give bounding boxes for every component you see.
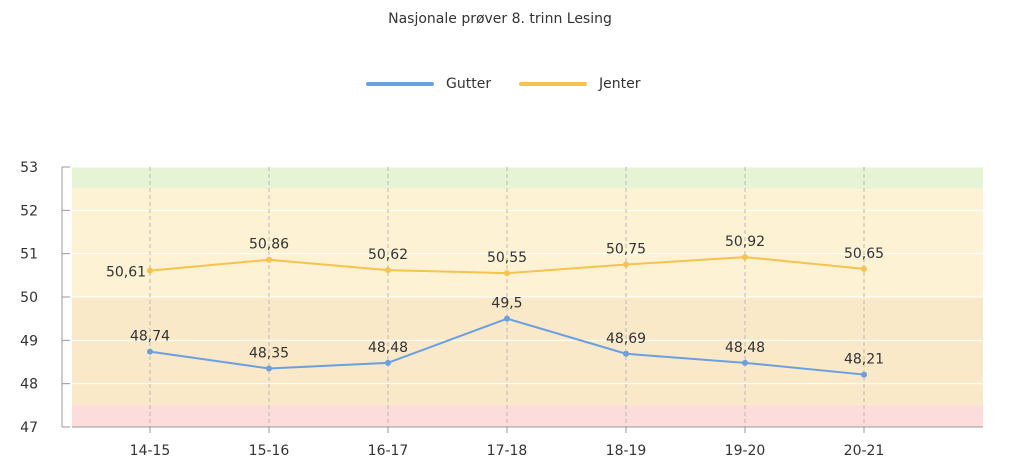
data-point-gutter-2 (385, 359, 391, 366)
legend-label-gutter: Gutter (446, 76, 492, 92)
chart-title: Nasjonale prøver 8. trinn Lesing (388, 11, 612, 27)
data-point-gutter-5 (742, 359, 748, 366)
data-label-jenter-6: 50,65 (844, 246, 884, 262)
data-label-jenter-2: 50,62 (368, 247, 408, 263)
x-tick-label-4: 18-19 (606, 443, 647, 459)
background-band-1 (72, 188, 983, 297)
y-tick-label-4: 51 (20, 247, 38, 263)
background-bands (72, 167, 983, 427)
x-tick-label-1: 15-16 (249, 443, 290, 459)
data-label-gutter-2: 48,48 (368, 340, 408, 356)
grid (72, 166, 983, 428)
legend: Gutter Jenter (0, 74, 1024, 94)
data-point-jenter-4 (623, 261, 629, 268)
series (147, 254, 867, 378)
data-point-jenter-6 (861, 265, 867, 272)
data-point-gutter-4 (623, 350, 629, 357)
data-label-jenter-3: 50,55 (487, 250, 527, 266)
legend-label-jenter: Jenter (599, 76, 641, 92)
y-tick-label-0: 47 (20, 420, 38, 436)
data-point-jenter-2 (385, 267, 391, 274)
legend-swatch-gutter (366, 82, 434, 86)
data-labels: 48,74 48,35 48,48 49,5 48,69 48,48 48,21 50,61 5… (106, 234, 884, 367)
background-band-2 (72, 297, 983, 406)
data-point-jenter-3 (504, 270, 510, 277)
background-band-0 (72, 167, 983, 189)
data-label-jenter-4: 50,75 (606, 242, 646, 258)
data-point-jenter-1 (266, 256, 272, 263)
data-label-gutter-0: 48,74 (130, 329, 170, 345)
y-tick-label-1: 48 (20, 377, 38, 393)
x-tick-label-5: 19-20 (725, 443, 766, 459)
data-label-jenter-1: 50,86 (249, 237, 289, 253)
data-point-gutter-3 (504, 315, 510, 322)
data-point-jenter-5 (742, 254, 748, 261)
background-band-3 (72, 405, 983, 427)
legend-item-jenter[interactable]: Jenter (519, 74, 640, 94)
x-tick-label-0: 14-15 (130, 443, 171, 459)
x-tick-label-2: 16-17 (368, 443, 409, 459)
y-tick-label-2: 49 (20, 333, 38, 349)
data-label-gutter-6: 48,21 (844, 352, 884, 368)
data-label-gutter-5: 48,48 (725, 340, 765, 356)
data-label-jenter-0: 50,61 (106, 265, 146, 281)
legend-item-gutter[interactable]: Gutter (366, 74, 491, 94)
y-tick-label-3: 50 (20, 290, 38, 306)
x-tick-label-3: 17-18 (487, 443, 528, 459)
y-tick-label-6: 53 (20, 160, 38, 176)
data-label-jenter-5: 50,92 (725, 234, 765, 250)
data-label-gutter-4: 48,69 (606, 331, 646, 347)
legend-swatch-jenter (519, 82, 587, 86)
data-point-jenter-0 (147, 267, 153, 274)
data-point-gutter-6 (861, 371, 867, 378)
data-label-gutter-3: 49,5 (491, 296, 522, 312)
data-point-gutter-1 (266, 365, 272, 372)
x-tick-label-6: 20-21 (844, 443, 885, 459)
data-point-gutter-0 (147, 348, 153, 355)
y-tick-label-5: 52 (20, 203, 38, 219)
axes: 47 48 49 50 51 52 53 14-15 15-16 16-17 17-18 18-19 1… (20, 160, 983, 459)
data-label-gutter-1: 48,35 (249, 346, 289, 362)
